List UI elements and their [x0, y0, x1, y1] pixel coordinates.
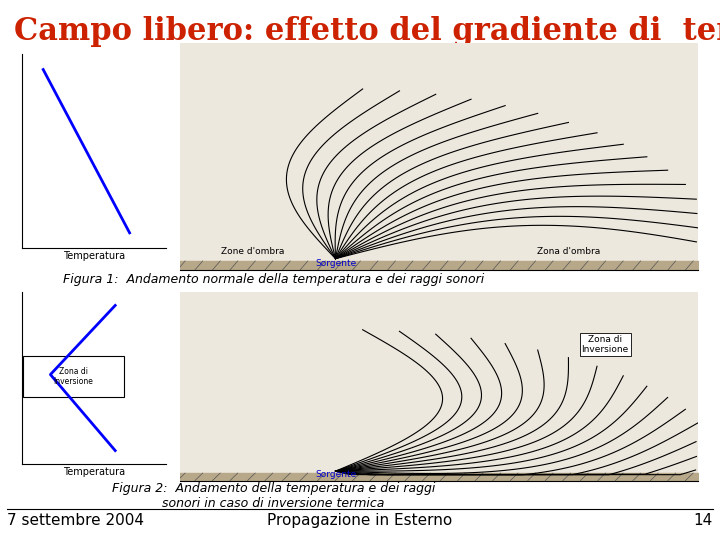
Text: Figura 2:  Andamento della temperatura e dei raggi
sonori in caso di inversione : Figura 2: Andamento della temperatura e …	[112, 482, 436, 510]
Text: 7 settembre 2004: 7 settembre 2004	[7, 513, 144, 528]
Text: Zona di
Inversione: Zona di Inversione	[582, 335, 629, 354]
Text: Sorgente: Sorgente	[315, 259, 356, 268]
Text: Zona d'ombra: Zona d'ombra	[537, 247, 600, 256]
Text: 14: 14	[693, 513, 713, 528]
Text: Zona di
Inversione: Zona di Inversione	[53, 367, 94, 386]
Text: Zone d'ombra: Zone d'ombra	[222, 247, 285, 256]
Text: Campo libero: effetto del gradiente di  temperatura: Campo libero: effetto del gradiente di t…	[14, 16, 720, 47]
Text: Sorgente: Sorgente	[315, 470, 356, 478]
Text: Figura 1:  Andamento normale della temperatura e dei raggi sonori: Figura 1: Andamento normale della temper…	[63, 273, 485, 286]
X-axis label: Temperatura: Temperatura	[63, 251, 125, 261]
X-axis label: Temperatura: Temperatura	[63, 467, 125, 477]
Text: Propagazione in Esterno: Propagazione in Esterno	[267, 513, 453, 528]
